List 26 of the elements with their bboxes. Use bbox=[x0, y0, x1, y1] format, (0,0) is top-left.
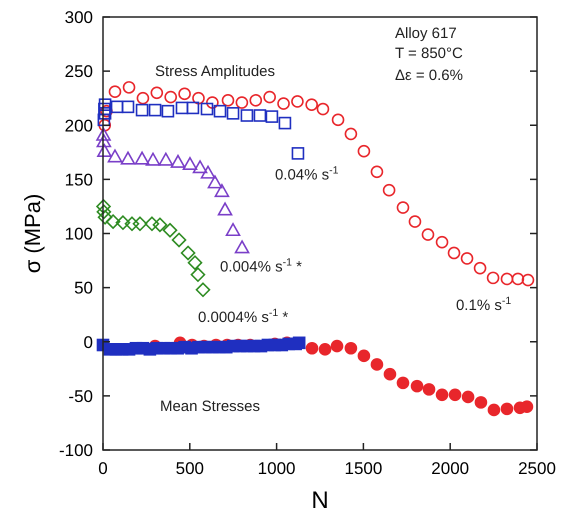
y-tick-label: 200 bbox=[64, 116, 93, 136]
y-axis-title: σ (MPa) bbox=[20, 194, 45, 274]
series-label: 0.004% s$^{-1}$ * bbox=[220, 256, 302, 276]
series-label: 0.1% s$^{-1}$ bbox=[456, 295, 512, 314]
x-tick-label: 2500 bbox=[518, 459, 556, 478]
series-label: 0.04% s$^{-1}$ bbox=[274, 164, 339, 184]
y-tick-label: 250 bbox=[64, 62, 93, 82]
y-tick-label: 300 bbox=[64, 8, 93, 27]
y-tick-label: -50 bbox=[68, 386, 93, 406]
x-tick-label: 2000 bbox=[431, 459, 470, 478]
y-tick-label: 0 bbox=[84, 332, 93, 352]
y-tick-label: 150 bbox=[64, 170, 93, 190]
y-tick-label: 50 bbox=[74, 278, 93, 298]
annotation: Alloy 617 bbox=[395, 25, 457, 42]
x-tick-label: 1000 bbox=[258, 459, 296, 478]
annotation: Δε = 0.6% bbox=[395, 67, 463, 84]
x-tick-label: 500 bbox=[176, 459, 204, 478]
annotation: Mean Stresses bbox=[160, 398, 260, 415]
y-tick-label: 100 bbox=[64, 224, 93, 244]
y-tick-label: -100 bbox=[58, 441, 93, 460]
x-tick-label: 1500 bbox=[344, 459, 382, 478]
annotation: T = 850°C bbox=[395, 45, 464, 62]
series-label: 0.0004% s$^{-1}$ * bbox=[198, 306, 288, 326]
annotation: Stress Amplitudes bbox=[154, 63, 276, 80]
x-tick-label: 0 bbox=[98, 459, 108, 478]
x-axis-title: N bbox=[311, 487, 329, 514]
